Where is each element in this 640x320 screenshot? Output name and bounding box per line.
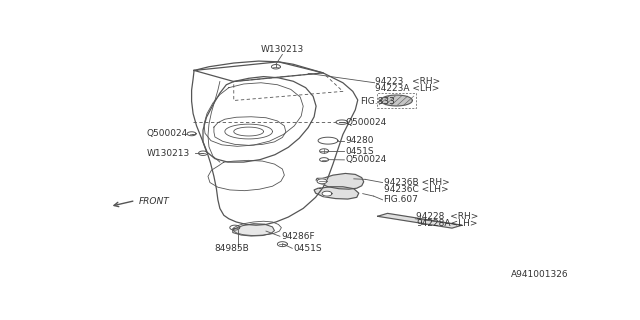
Text: W130213: W130213 bbox=[147, 149, 190, 158]
Text: W130213: W130213 bbox=[260, 45, 304, 54]
Text: 84985B: 84985B bbox=[214, 244, 249, 253]
Polygon shape bbox=[322, 191, 332, 196]
Polygon shape bbox=[233, 224, 275, 236]
Text: 0451S: 0451S bbox=[346, 147, 374, 156]
Text: Q500024: Q500024 bbox=[346, 118, 387, 127]
Polygon shape bbox=[316, 173, 364, 189]
Text: 94223   <RH>: 94223 <RH> bbox=[375, 77, 440, 86]
Text: 94280: 94280 bbox=[346, 136, 374, 145]
Text: 94228  <RH>: 94228 <RH> bbox=[416, 212, 479, 221]
Text: Q500024: Q500024 bbox=[346, 156, 387, 164]
Text: Q500024: Q500024 bbox=[147, 129, 188, 138]
Polygon shape bbox=[317, 179, 327, 184]
Text: 94223A <LH>: 94223A <LH> bbox=[375, 84, 440, 93]
Polygon shape bbox=[381, 95, 412, 106]
Text: 94286F: 94286F bbox=[281, 232, 314, 241]
Text: FRONT: FRONT bbox=[138, 197, 169, 206]
Text: 94236C <LH>: 94236C <LH> bbox=[383, 185, 448, 194]
Text: A941001326: A941001326 bbox=[511, 270, 568, 279]
Text: FIG.607: FIG.607 bbox=[383, 195, 419, 204]
Text: 94228A<LH>: 94228A<LH> bbox=[416, 219, 478, 228]
Text: 0451S: 0451S bbox=[293, 244, 322, 253]
Polygon shape bbox=[314, 187, 359, 199]
Text: 94236B <RH>: 94236B <RH> bbox=[383, 178, 449, 187]
Polygon shape bbox=[378, 213, 462, 228]
Text: FIG.833: FIG.833 bbox=[360, 97, 395, 106]
